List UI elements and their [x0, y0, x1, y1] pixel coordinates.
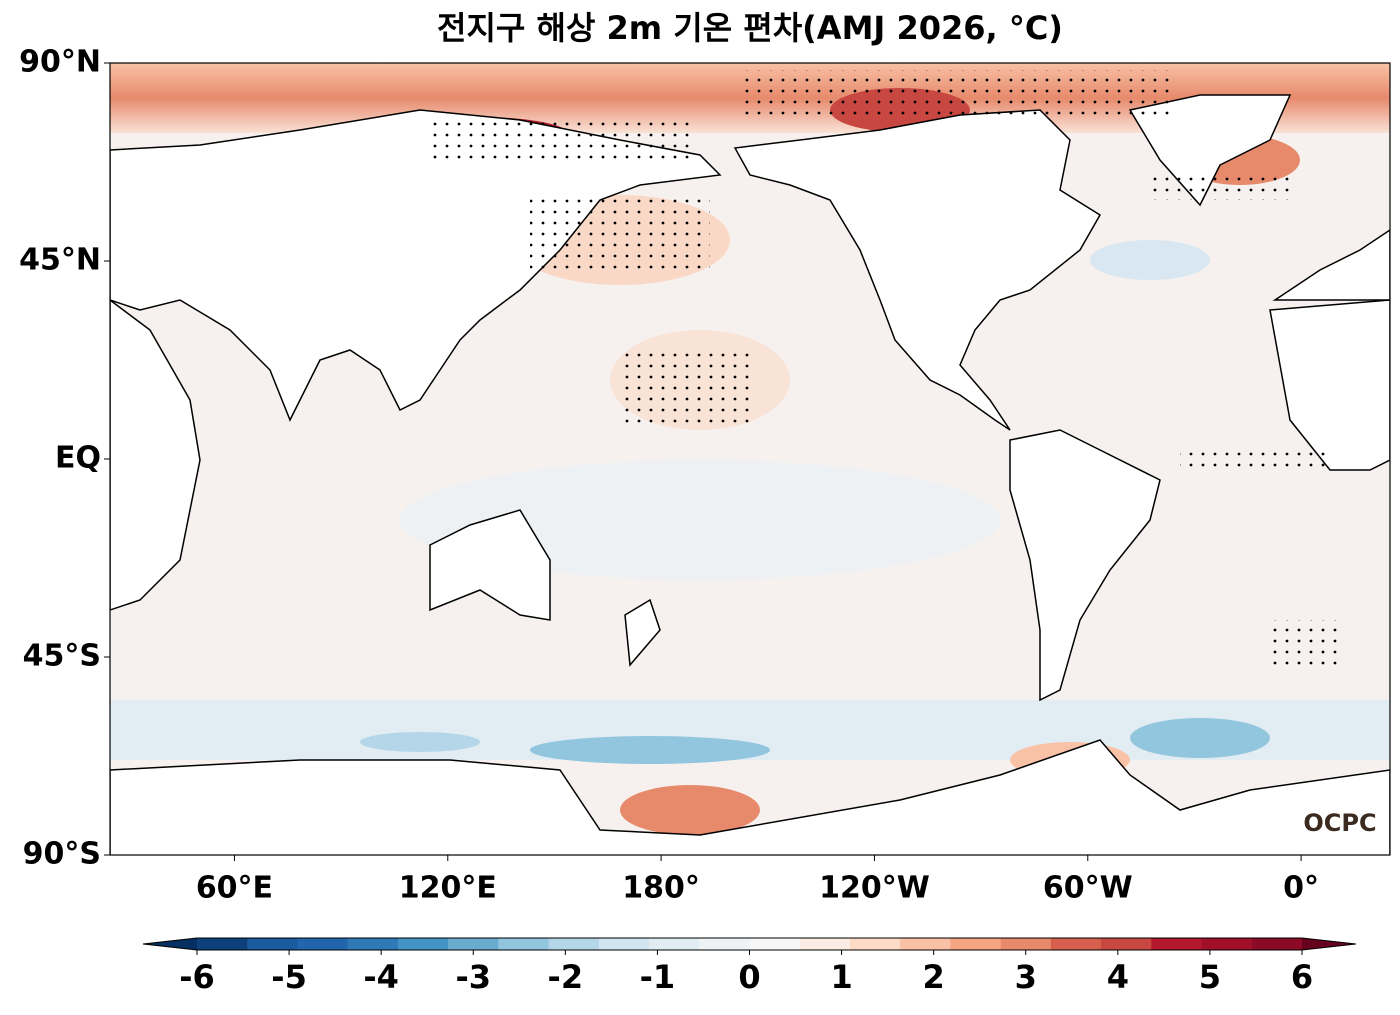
colorbar-bin	[649, 938, 700, 950]
colorbar-bin	[699, 938, 750, 950]
colorbar-bin	[799, 938, 851, 950]
colorbar-tick-label: -1	[640, 958, 676, 996]
y-tick-label: 45°S	[23, 639, 101, 674]
colorbar-bin	[1151, 938, 1203, 950]
colorbar-bin	[297, 938, 349, 950]
colorbar-bin	[1101, 938, 1152, 950]
colorbar-extend	[143, 938, 197, 950]
colorbar-tick-label: -2	[548, 958, 584, 996]
colorbar-bin	[749, 938, 801, 950]
y-tick-label: EQ	[55, 441, 101, 476]
y-tick-label: 45°N	[19, 243, 101, 278]
colorbar-bin	[498, 938, 550, 950]
colorbar-bin	[347, 938, 399, 950]
land	[110, 94, 1390, 855]
colorbar-bin	[397, 938, 449, 950]
colorbar-bin	[849, 938, 901, 950]
map-area	[110, 63, 1390, 855]
colorbar-tick-label: 0	[738, 958, 760, 996]
map-title: 전지구 해상 2m 기온 편차(AMJ 2026, °C)	[437, 9, 1063, 47]
y-tick-label: 90°S	[23, 837, 101, 872]
colorbar-bin	[1000, 938, 1052, 950]
colorbar-tick-label: 2	[923, 958, 945, 996]
colorbar-tick-label: 1	[830, 958, 852, 996]
colorbar-bin	[900, 938, 951, 950]
y-tick-label: 90°N	[19, 45, 101, 80]
significance-stipple	[430, 70, 1345, 670]
colorbar-extend	[1302, 938, 1356, 950]
colorbar-bin	[950, 938, 1002, 950]
colorbar-bin	[197, 938, 248, 950]
x-tick-label: 60°E	[196, 871, 273, 906]
anomaly-field	[1130, 718, 1270, 758]
x-tick-label: 120°E	[399, 871, 497, 906]
anomaly-field	[620, 785, 760, 835]
colorbar-tick-label: -3	[455, 958, 491, 996]
colorbar-bin	[1251, 938, 1303, 950]
anomaly-field	[360, 732, 480, 752]
anomaly-field	[1090, 240, 1210, 280]
colorbar-tick-label: -5	[271, 958, 307, 996]
colorbar-bin	[548, 938, 600, 950]
colorbar-bin	[247, 938, 298, 950]
x-tick-label: 60°W	[1043, 871, 1133, 906]
colorbar-bin	[1050, 938, 1102, 950]
anomaly-field	[400, 460, 1000, 580]
colorbar-tick-label: 5	[1199, 958, 1221, 996]
x-tick-label: 0°	[1283, 871, 1319, 906]
colorbar-bin	[1201, 938, 1253, 950]
colorbar-tick-label: 4	[1107, 958, 1129, 996]
logo: OCPC	[1303, 809, 1376, 837]
colorbar-bin	[598, 938, 650, 950]
colorbar-bin	[448, 938, 499, 950]
x-tick-label: 120°W	[819, 871, 930, 906]
colorbar-tick-label: 3	[1015, 958, 1037, 996]
x-tick-label: 180°	[622, 871, 700, 906]
colorbar-tick-label: -6	[179, 958, 215, 996]
anomaly-field	[530, 736, 770, 764]
colorbar-tick-label: 6	[1291, 958, 1313, 996]
colorbar-tick-label: -4	[363, 958, 399, 996]
